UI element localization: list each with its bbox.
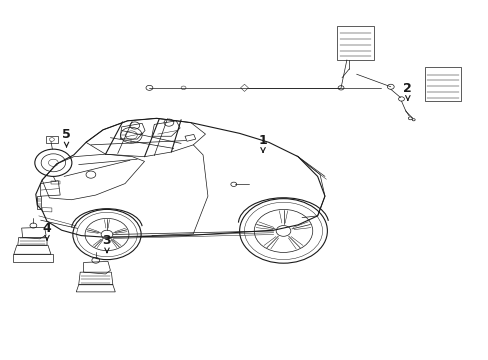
Text: 4: 4 [42, 221, 51, 234]
Text: 1: 1 [258, 134, 267, 147]
Text: 3: 3 [102, 234, 111, 247]
Text: 2: 2 [403, 82, 411, 95]
Text: 5: 5 [62, 128, 71, 141]
